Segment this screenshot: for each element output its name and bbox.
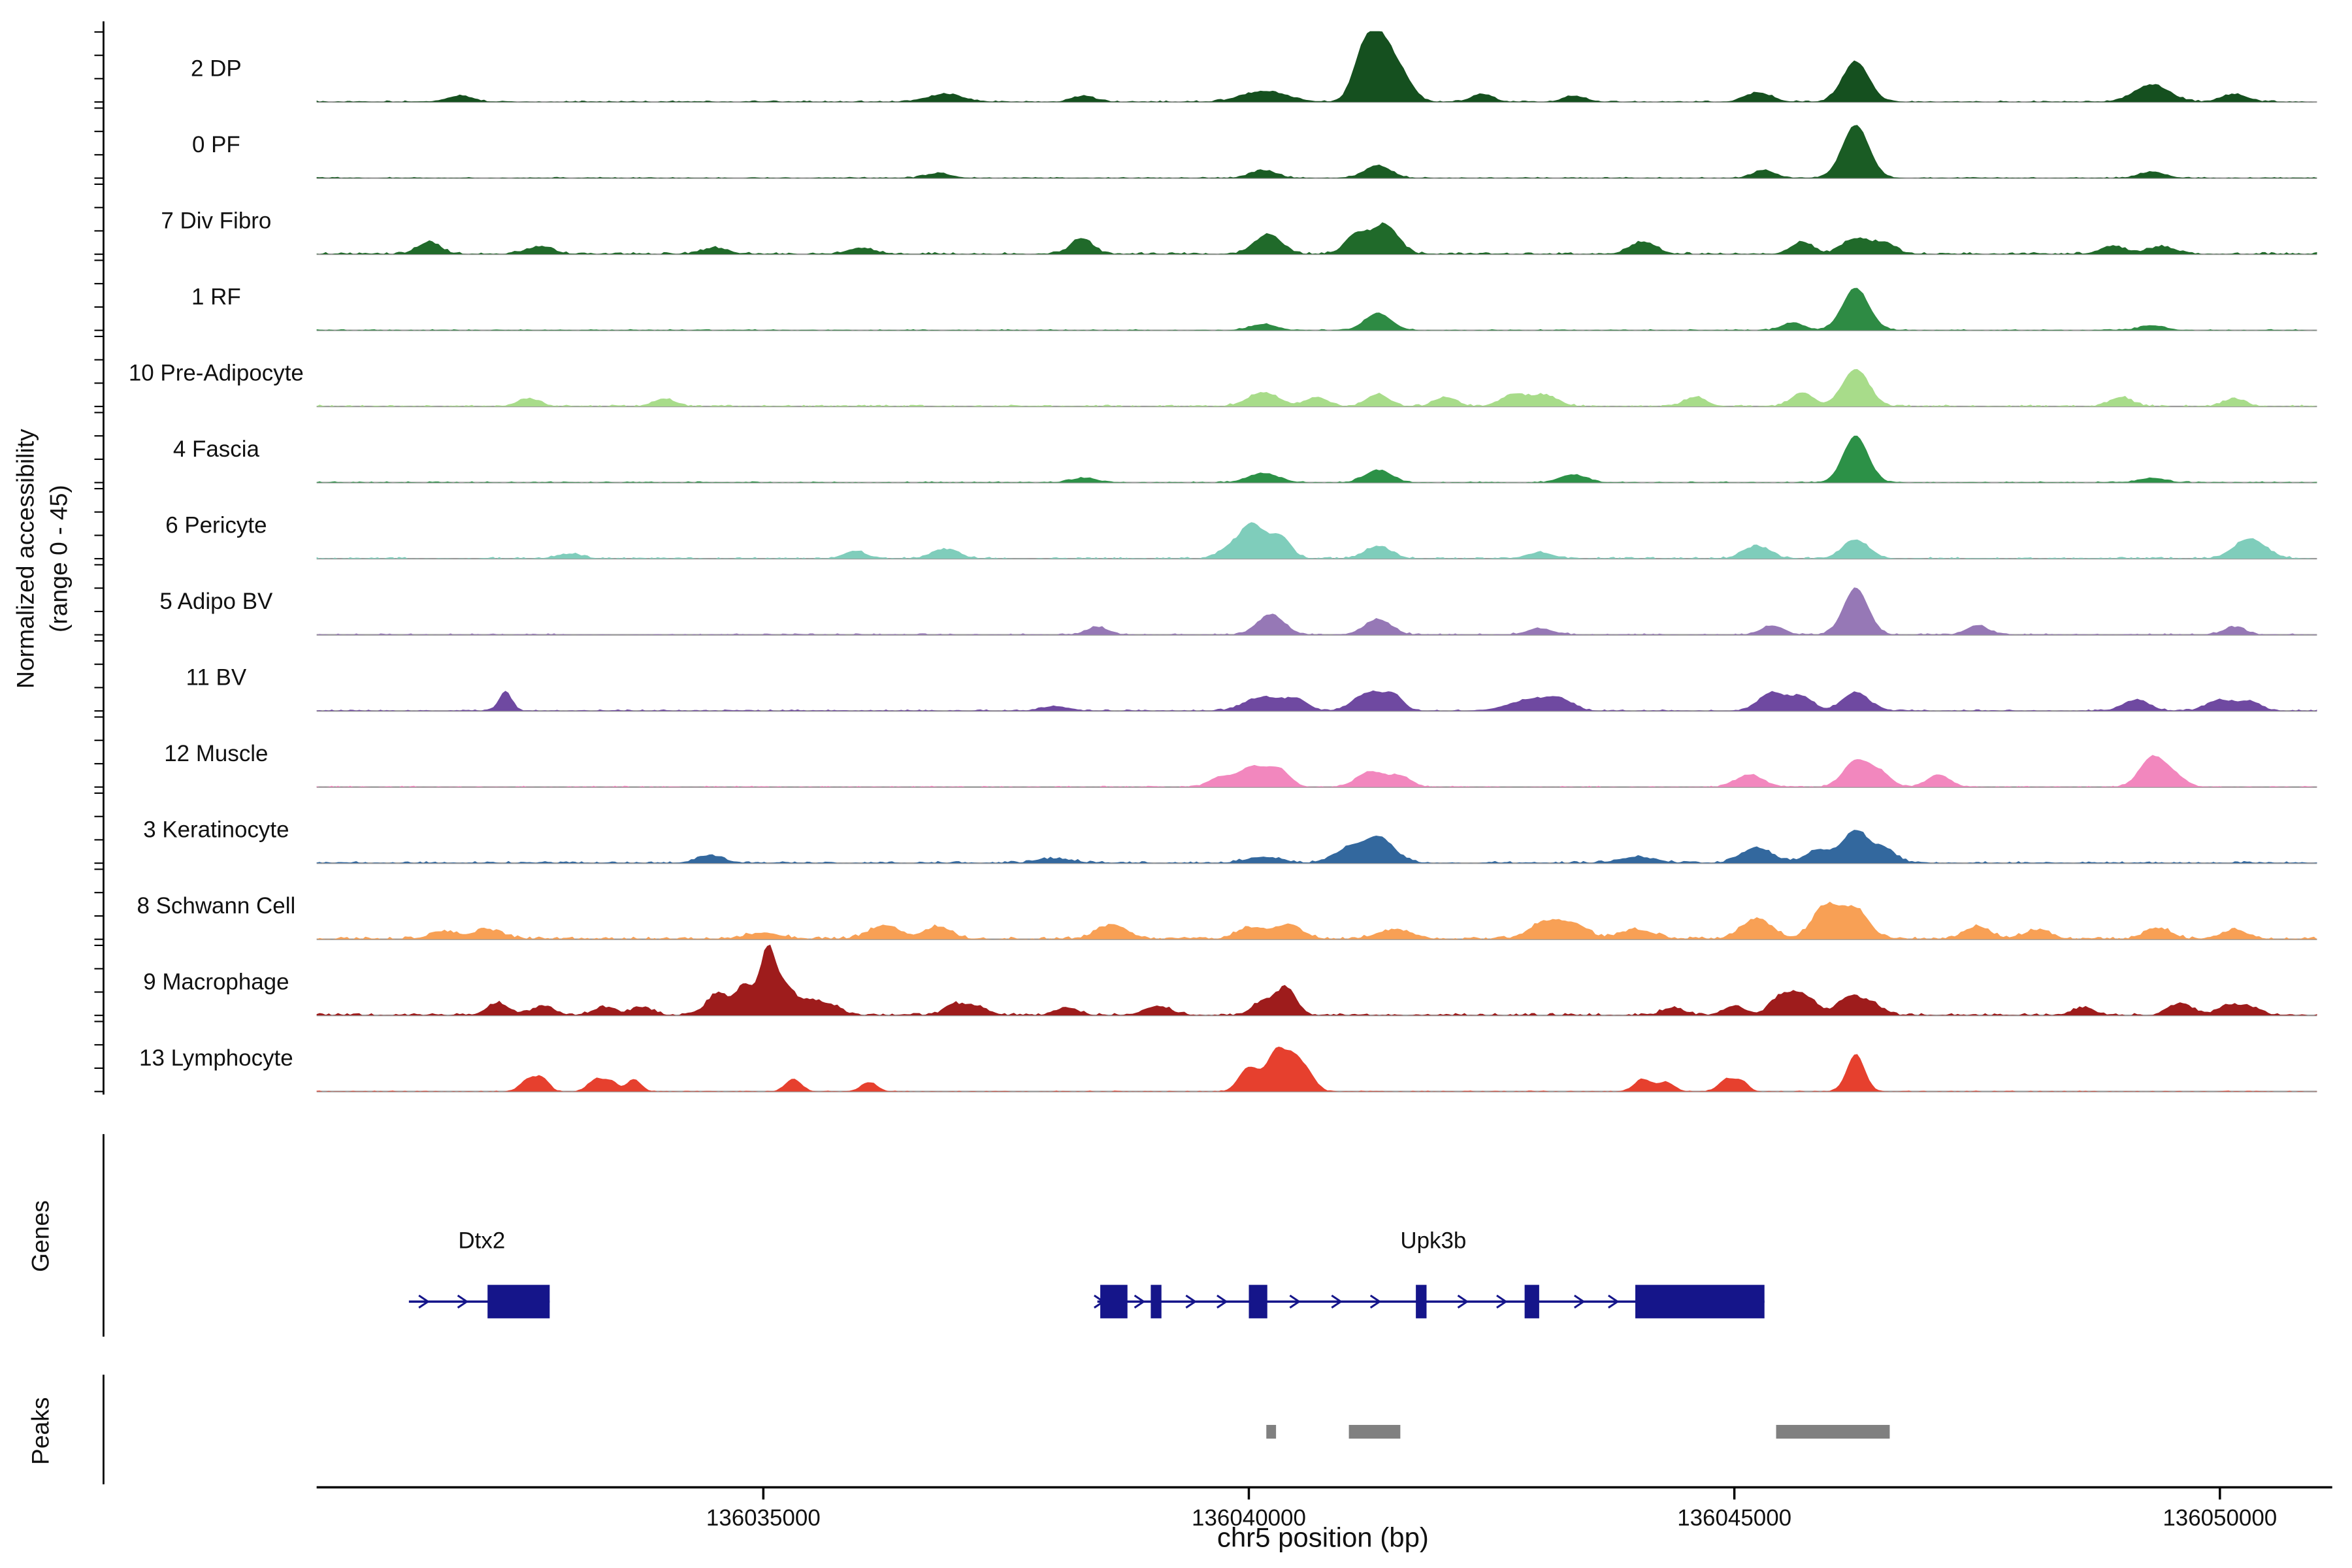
- genes-section-label: Genes: [27, 1200, 54, 1272]
- gene-strand-arrow: [1134, 1294, 1146, 1309]
- peak-region: [1266, 1424, 1277, 1439]
- gene-strand-arrow: [457, 1294, 469, 1309]
- track-label-muscle: 12 Muscle: [164, 741, 268, 766]
- track-signal-bv: [316, 690, 2317, 711]
- track-signal-fascia: [316, 435, 2317, 483]
- track-label-pf: 0 PF: [192, 132, 240, 157]
- track-signal-div-fibro: [316, 222, 2317, 255]
- x-axis-title: chr5 position (bp): [1217, 1522, 1429, 1552]
- track-signal-pre-adipocyte: [316, 368, 2317, 407]
- track-signal-rf: [316, 287, 2317, 331]
- peaks-section-label: Peaks: [27, 1397, 54, 1465]
- gene-exon: [1416, 1284, 1427, 1318]
- x-tick-label: 136040000: [1192, 1505, 1306, 1531]
- chart-content: 2 DP 0 PF 7 Div Fibro 1 RF 10 Pre-Adipocyte 4…: [94, 21, 2332, 1531]
- track-signal-schwann: [316, 902, 2317, 939]
- track-label-div-fibro: 7 Div Fibro: [161, 208, 271, 234]
- track-label-dp: 2 DP: [191, 56, 242, 82]
- track-label-bv: 11 BV: [186, 665, 247, 691]
- track-label-fascia: 4 Fascia: [173, 436, 260, 462]
- track-signal-keratinocyte: [316, 830, 2317, 864]
- gene-strand-arrow: [1457, 1294, 1469, 1309]
- gene-strand-arrow: [1573, 1294, 1586, 1309]
- gene-exon: [487, 1284, 550, 1318]
- x-tick-label: 136035000: [706, 1505, 821, 1531]
- track-signal-pericyte: [316, 522, 2317, 559]
- x-tick-label: 136045000: [1677, 1505, 1791, 1531]
- track-label-pericyte: 6 Pericyte: [165, 513, 267, 538]
- track-label-pre-adipocyte: 10 Pre-Adipocyte: [129, 361, 304, 386]
- x-tick-label: 136050000: [2163, 1505, 2277, 1531]
- gene-exon: [1524, 1284, 1539, 1318]
- gene-strand-arrow: [1185, 1294, 1198, 1309]
- track-label-macrophage: 9 Macrophage: [143, 970, 289, 995]
- gene-strand-arrow: [1496, 1294, 1508, 1309]
- gene-strand-arrow: [1331, 1294, 1343, 1309]
- gene-strand-arrow: [1289, 1294, 1301, 1309]
- gene-name-Upk3b: Upk3b: [1400, 1228, 1466, 1254]
- y-axis-label-line1: Normalized accessibility: [11, 429, 39, 689]
- peak-region: [1776, 1424, 1890, 1439]
- gene-strand-arrow: [418, 1294, 430, 1309]
- gene-strand-arrow: [1217, 1294, 1228, 1309]
- gene-exon: [1635, 1284, 1765, 1318]
- gene-strand-arrow: [1369, 1294, 1382, 1309]
- track-signal-lymphocyte: [316, 1046, 2317, 1092]
- gene-strand-arrow: [1608, 1294, 1620, 1309]
- peak-region: [1348, 1424, 1401, 1439]
- track-label-rf: 1 RF: [191, 284, 241, 310]
- gene-exon: [1100, 1284, 1128, 1318]
- track-label-adipo-bv: 5 Adipo BV: [159, 589, 273, 614]
- track-signal-adipo-bv: [316, 587, 2317, 635]
- gene-name-Dtx2: Dtx2: [458, 1228, 505, 1254]
- track-signal-macrophage: [316, 944, 2317, 1016]
- gene-exon: [1151, 1284, 1162, 1318]
- track-label-lymphocyte: 13 Lymphocyte: [139, 1045, 293, 1071]
- gene-exon: [1249, 1284, 1267, 1318]
- track-signal-muscle: [316, 755, 2317, 787]
- track-signal-dp: [316, 31, 2317, 103]
- track-label-schwann: 8 Schwann Cell: [137, 893, 295, 919]
- track-label-keratinocyte: 3 Keratinocyte: [143, 817, 289, 843]
- y-axis-label-line2: (range 0 - 45): [45, 485, 73, 632]
- track-signal-pf: [316, 125, 2317, 178]
